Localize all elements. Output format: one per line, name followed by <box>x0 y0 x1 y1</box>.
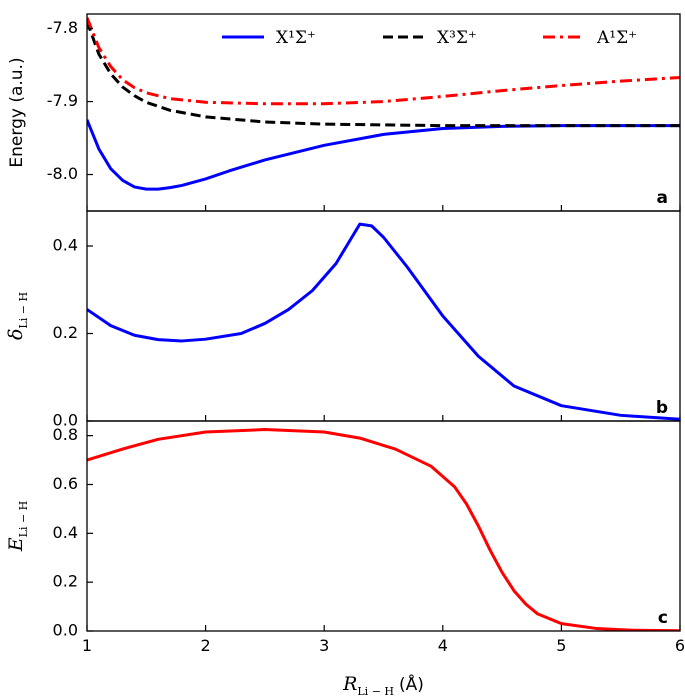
y-axis-label: ELi − H <box>5 501 30 553</box>
series-line-a-1 <box>87 20 680 128</box>
x-tick-label: 2 <box>201 636 211 655</box>
legend: X¹Σ⁺ X³Σ⁺ A¹Σ⁺ <box>222 28 637 48</box>
x-axis-symbol: R <box>342 673 357 695</box>
y-tick-label: -8.0 <box>47 164 78 183</box>
y-tick-label: -7.9 <box>47 91 78 110</box>
y-axis-label: Energy (a.u.) <box>7 57 27 167</box>
panel-label: a <box>657 188 668 208</box>
y-tick-label: 0.8 <box>53 425 78 444</box>
x-tick-label: 6 <box>675 636 685 655</box>
panel-b: 0.0 0.2 0.4 b δLi − H <box>5 210 681 430</box>
y-tick-label: -7.8 <box>47 18 78 37</box>
y-axis-subscript: Li − H <box>17 501 30 538</box>
panel-label: b <box>656 398 668 418</box>
y-axis-label: δLi − H <box>5 292 30 340</box>
legend-entry: X¹Σ⁺ <box>276 28 316 48</box>
series-line-b-0 <box>87 222 680 421</box>
y-tick-label: 0.2 <box>53 323 78 342</box>
panel-a: -7.8 -7.9 -8.0 a Energy (a.u.) X¹Σ⁺ X³Σ⁺ A¹Σ⁺ <box>7 13 681 212</box>
series-line-a-2 <box>87 17 680 106</box>
x-tick-label: 4 <box>438 636 448 655</box>
x-axis-subscript: Li − H <box>357 685 394 696</box>
chart-layer: -7.8 -7.9 -8.0 a Energy (a.u.) X¹Σ⁺ X³Σ⁺ A¹Σ⁺ 0.… <box>5 13 685 696</box>
x-axis-label: RLi − H (Å) <box>342 673 424 696</box>
series-line-c-0 <box>87 428 680 631</box>
y-tick-label: 0.4 <box>53 236 78 255</box>
y-tick-label: 0.0 <box>53 621 78 640</box>
y-axis-subscript: Li − H <box>17 292 30 329</box>
x-tick-label: 3 <box>319 636 329 655</box>
legend-entry: X³Σ⁺ <box>437 28 477 48</box>
y-tick-label: 0.4 <box>53 523 78 542</box>
panel-label: c <box>658 608 668 628</box>
y-axis-symbol: δ <box>5 329 27 340</box>
x-tick-label: 1 <box>82 636 92 655</box>
series-line-a-0 <box>87 119 680 191</box>
x-tick-label: 5 <box>556 636 566 655</box>
plot-frame <box>86 210 681 422</box>
y-tick-label: 0.0 <box>53 411 78 430</box>
y-tick-label: 0.2 <box>53 572 78 591</box>
plot-frame <box>86 420 681 632</box>
y-tick-label: 0.6 <box>53 474 78 493</box>
y-axis-symbol: E <box>5 537 27 552</box>
legend-entry: A¹Σ⁺ <box>596 28 637 48</box>
x-axis-unit: (Å) <box>399 673 424 695</box>
